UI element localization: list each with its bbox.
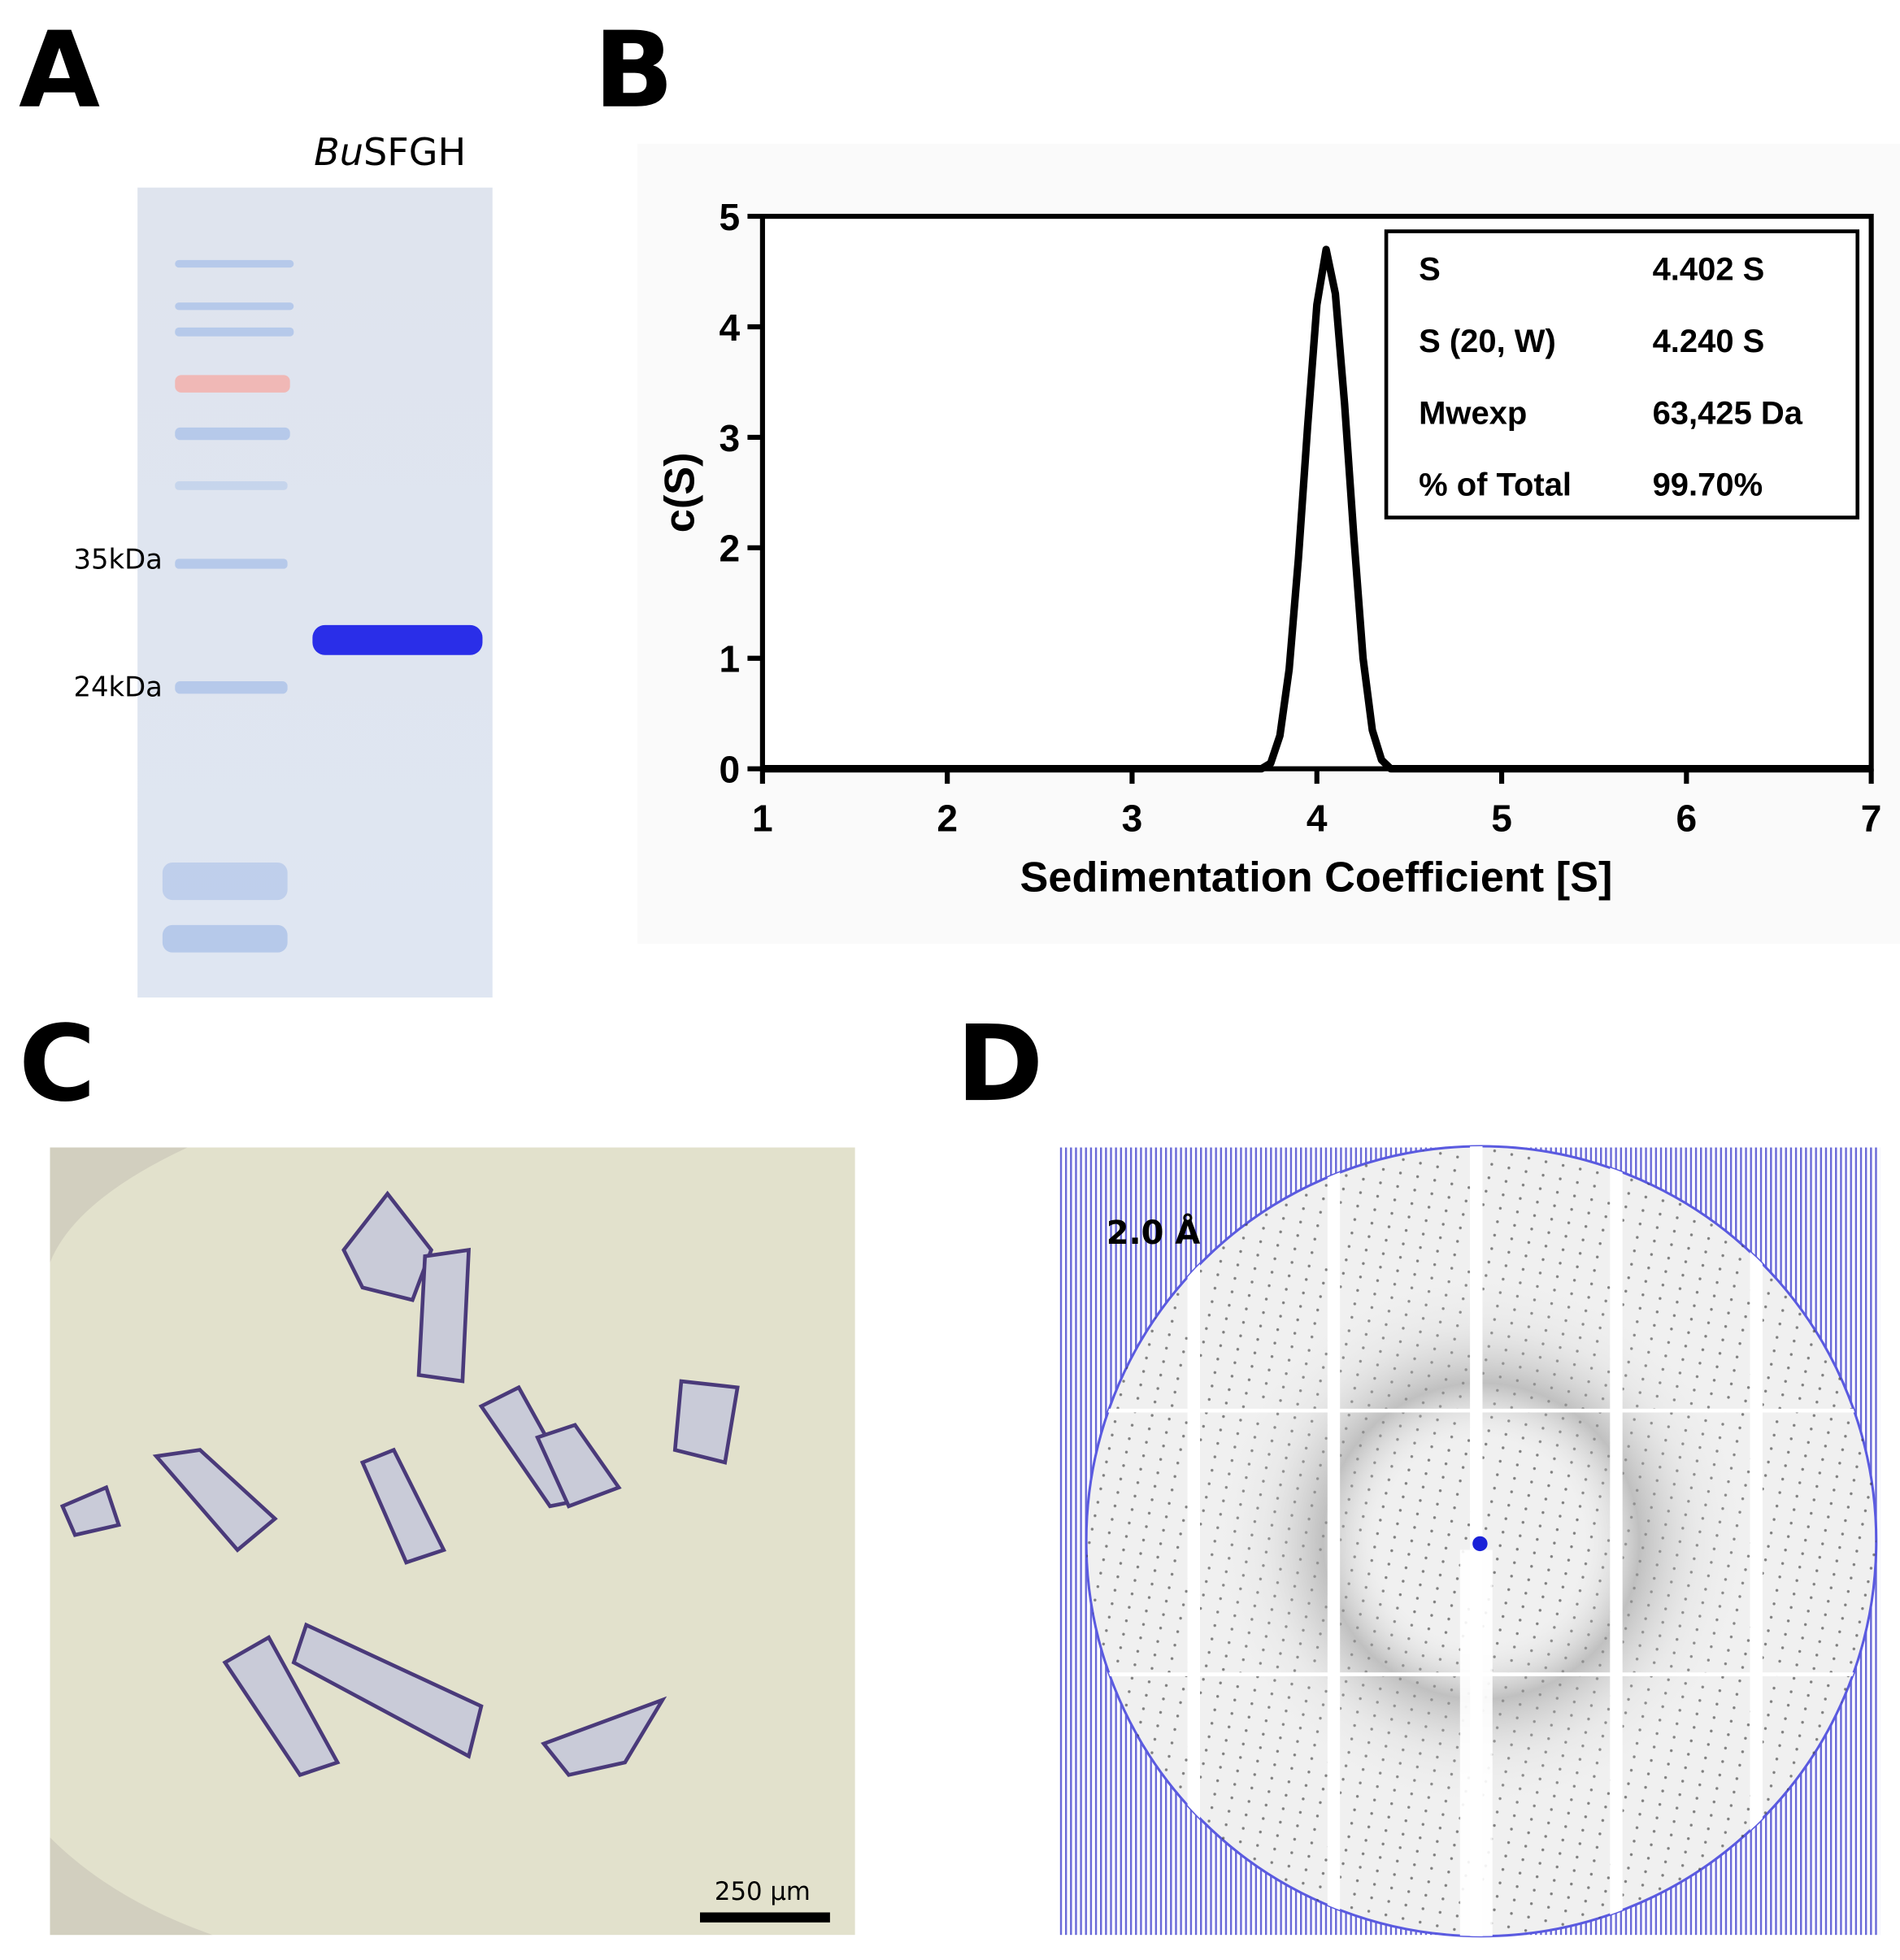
ladder [162, 259, 294, 953]
sedimentation-chart: Sedimentation Coefficient [S] c(S) 1 2 3 4 5… [637, 143, 1900, 944]
marker-label: 24kDa [73, 671, 162, 702]
panel-letter: B [593, 10, 673, 132]
y-tick-label: 1 [720, 638, 741, 680]
stats-value: 63,425 Da [1653, 395, 1803, 431]
x-tick-label: 7 [1861, 797, 1882, 840]
x-tick-label: 5 [1491, 797, 1512, 840]
crystal-image: 250 µm [50, 1147, 855, 1936]
gel-panel: BuSFGH 35kDa 24kDa [73, 130, 493, 998]
stats-label: % of Total [1419, 467, 1572, 503]
panel-letter: C [19, 1003, 96, 1125]
lane-title-italic: Bu [314, 130, 363, 174]
stats-label: S (20, W) [1419, 324, 1556, 359]
stats-value: 4.240 S [1653, 324, 1765, 359]
protein-band [312, 624, 483, 655]
y-tick-label: 5 [720, 196, 741, 238]
stats-value: 4.402 S [1653, 252, 1765, 288]
panel-letter: A [19, 10, 100, 132]
y-tick-label: 0 [720, 749, 741, 791]
panel-letter: D [956, 1003, 1043, 1125]
y-axis-label: c(S) [656, 453, 703, 533]
marker-label: 35kDa [73, 544, 162, 576]
x-tick-label: 3 [1122, 797, 1143, 840]
diffraction-image: 2.0 Å [1057, 1145, 1880, 1938]
stats-value: 99.70% [1653, 467, 1763, 503]
x-tick-label: 2 [937, 797, 958, 840]
x-axis-label: Sedimentation Coefficient [S] [1020, 854, 1613, 901]
scale-bar-label: 250 µm [715, 1877, 811, 1906]
distribution-line [762, 246, 1872, 773]
stats-box [1384, 229, 1860, 519]
y-tick-label: 2 [720, 528, 741, 570]
lane-title-rest: SFGH [363, 130, 466, 174]
lane-title: BuSFGH [314, 130, 466, 174]
y-tick-label: 3 [720, 417, 741, 459]
resolution-label: 2.0 Å [1107, 1212, 1201, 1252]
x-tick-label: 1 [752, 797, 773, 840]
y-tick-label: 4 [720, 306, 741, 349]
x-tick-label: 6 [1676, 797, 1698, 840]
stats-label: Mwexp [1419, 395, 1527, 431]
stats-label: S [1419, 252, 1441, 288]
x-tick-label: 4 [1307, 797, 1328, 840]
